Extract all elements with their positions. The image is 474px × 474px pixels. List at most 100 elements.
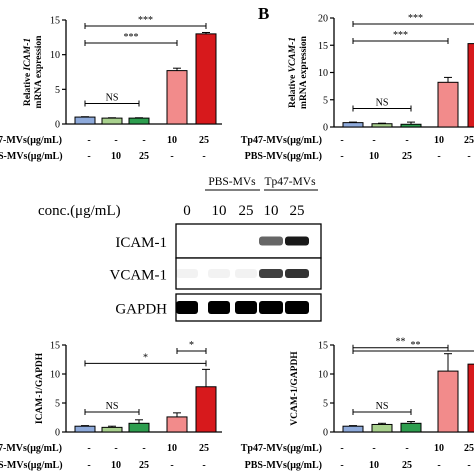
y-axis-label-line1: Relative VCAM-1 <box>288 37 298 108</box>
cell-pbs: 25 <box>402 460 412 471</box>
cell-tp47: - <box>87 443 90 454</box>
row-label-pbs: S-MVs(μg/mL) <box>0 151 63 162</box>
cell-pbs: - <box>87 460 90 471</box>
y-axis-label: ICAM-1/GAPDH <box>35 352 45 424</box>
cell-pbs: - <box>437 151 440 162</box>
y-tick-label: 5 <box>55 399 60 410</box>
significance-label: *** <box>393 30 408 41</box>
bar <box>371 123 393 128</box>
bar <box>342 425 364 433</box>
blot-row-gapdh: GAPDH <box>115 293 322 322</box>
y-tick-label: 0 <box>55 428 60 439</box>
blot-band <box>235 301 257 314</box>
significance-label: NS <box>106 401 119 412</box>
y-tick-label: 15 <box>50 16 60 27</box>
lane-conc: 10 <box>212 203 227 219</box>
cell-tp47: 10 <box>167 135 177 146</box>
cell-pbs: - <box>87 151 90 162</box>
bar <box>101 117 123 125</box>
cell-tp47: - <box>372 135 375 146</box>
cell-pbs: - <box>170 151 173 162</box>
cell-tp47: - <box>142 443 145 454</box>
cell-tp47: 10 <box>434 443 444 454</box>
cell-pbs: - <box>170 460 173 471</box>
row-label-tp47: 7-MVs(μg/mL) <box>0 443 62 454</box>
cell-pbs: - <box>437 460 440 471</box>
blot-row-label: VCAM-1 <box>109 268 167 284</box>
y-tick-label: 15 <box>318 341 328 352</box>
y-tick-label: 10 <box>50 370 60 381</box>
cell-pbs: 10 <box>111 151 121 162</box>
western-blot: conc.(μg/mL) 0 10 25 10 25 PBS-MVs Tp47-MVs ICAM… <box>38 176 322 322</box>
row-label-pbs: PBS-MVs(μg/mL) <box>245 460 322 471</box>
cell-pbs: - <box>340 151 343 162</box>
chart-b-top: 0 5 10 15 20 Relative VCAM-1 mRNA expression NS… <box>288 13 474 134</box>
cell-pbs: 10 <box>111 460 121 471</box>
y-axis-label-line2: mRNA expression <box>299 35 309 109</box>
blot-row-label: ICAM-1 <box>115 235 167 251</box>
bar <box>437 81 459 128</box>
cell-tp47: - <box>114 443 117 454</box>
significance-label: NS <box>106 93 119 104</box>
treatment-table-d-bottom-right: Tp47-MVs(μg/mL) PBS-MVs(μg/mL) - - - 10 25 - 10 2… <box>241 443 474 471</box>
blot-row-vcam-1: VCAM-1 <box>109 257 322 290</box>
significance-label: NS <box>376 97 389 108</box>
cell-tp47: - <box>405 135 408 146</box>
row-label-tp47: Tp47-MVs(μg/mL) <box>241 135 322 146</box>
significance-label: ** <box>396 337 406 348</box>
lane-conc: 10 <box>264 203 279 219</box>
cell-tp47: - <box>372 443 375 454</box>
bar <box>128 117 150 125</box>
blot-row-label: GAPDH <box>115 302 167 318</box>
blot-band <box>285 269 309 278</box>
y-tick-label: 0 <box>55 120 60 131</box>
row-label-pbs: S-MVs(μg/mL) <box>0 460 63 471</box>
significance-label: *** <box>124 32 139 43</box>
cell-pbs: 10 <box>369 460 379 471</box>
group-label-tp47: Tp47-MVs <box>264 176 316 188</box>
cell-tp47: - <box>405 443 408 454</box>
bar <box>400 123 422 128</box>
chart-c-bottom-left: 0 5 10 15 ICAM-1/GAPDH NS * * <box>35 340 222 439</box>
cell-tp47: 25 <box>464 443 474 454</box>
blot-band <box>259 269 283 278</box>
significance-label: *** <box>138 15 153 26</box>
treatment-tables: 7-MVs(μg/mL) S-MVs(μg/mL) - - - 10 25 - 10 25 - - Tp… <box>0 135 474 471</box>
bar <box>437 370 459 433</box>
bar <box>195 386 217 433</box>
cell-pbs: 25 <box>402 151 412 162</box>
cell-tp47: - <box>142 135 145 146</box>
chart-a-top: 0 5 10 15 Relative ICAM-1 mRNA expression NS **… <box>23 15 222 131</box>
bar <box>467 363 474 433</box>
treatment-table-b-top: Tp47-MVs(μg/mL) PBS-MVs(μg/mL) - - - 10 25 - 10 2… <box>241 135 474 162</box>
lane-conc: 25 <box>290 203 305 219</box>
bar <box>400 422 422 433</box>
y-axis-label-line1: Relative ICAM-1 <box>23 38 33 106</box>
blot-band <box>176 269 198 278</box>
cell-pbs: 10 <box>369 151 379 162</box>
row-label-pbs: PBS-MVs(μg/mL) <box>245 151 322 162</box>
bar <box>74 116 96 125</box>
cell-pbs: - <box>202 460 205 471</box>
cell-tp47: 10 <box>434 135 444 146</box>
y-tick-label: 0 <box>323 428 328 439</box>
row-label-tp47: 7-MVs(μg/mL) <box>0 135 62 146</box>
y-tick-label: 5 <box>323 95 328 106</box>
cell-tp47: - <box>340 135 343 146</box>
significance-label: * <box>189 340 194 351</box>
significance-label: *** <box>408 13 423 24</box>
significance-label: ** <box>411 340 421 351</box>
blot-band <box>259 301 283 314</box>
bar <box>342 122 364 128</box>
lane-conc: 0 <box>183 203 191 219</box>
blot-band <box>176 301 198 314</box>
group-label-pbs: PBS-MVs <box>208 176 256 188</box>
cell-tp47: 25 <box>199 443 209 454</box>
y-tick-label: 5 <box>323 399 328 410</box>
y-tick-label: 5 <box>55 85 60 96</box>
bar <box>166 416 188 433</box>
bar <box>371 423 393 433</box>
cell-tp47: - <box>87 135 90 146</box>
